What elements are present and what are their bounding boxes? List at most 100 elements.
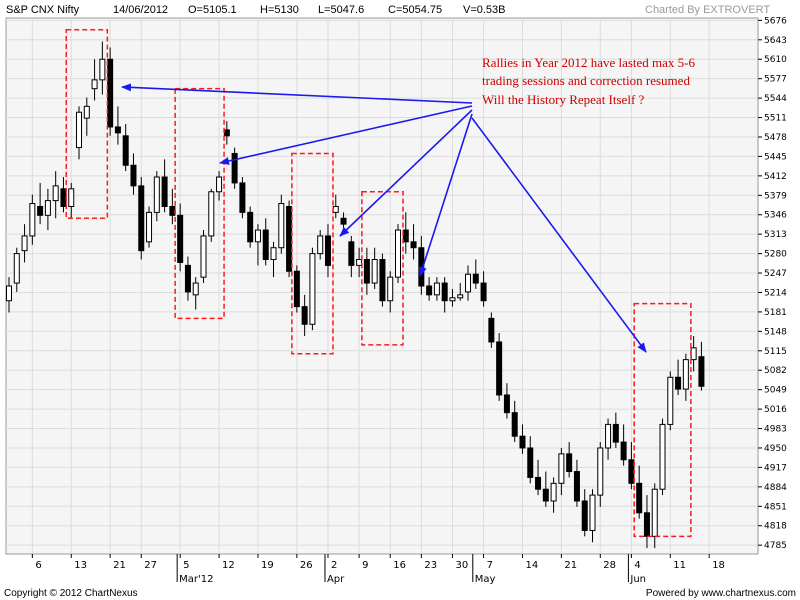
candle-body-down xyxy=(566,453,573,473)
candle-body-down xyxy=(402,229,409,243)
candle-body-down xyxy=(60,188,67,207)
candle-body-down xyxy=(184,264,191,293)
y-tick-label: 4785 xyxy=(764,541,787,551)
x-tick-label: 4 xyxy=(634,560,640,571)
candle-body-down xyxy=(581,500,588,531)
candle-body-down xyxy=(472,273,479,284)
charted-by-label: Charted By EXTROVERT xyxy=(645,4,770,16)
candle-body-down xyxy=(535,476,542,490)
candle-body-up xyxy=(91,79,98,90)
candle-body-down xyxy=(247,211,254,243)
candle-body-up xyxy=(254,229,261,243)
candle-body-down xyxy=(573,471,580,502)
y-tick-label: 5016 xyxy=(764,405,787,415)
candle-body-down xyxy=(348,241,355,266)
candle-body-up xyxy=(433,282,440,296)
y-tick-label: 5445 xyxy=(764,152,787,162)
x-tick-label: 21 xyxy=(564,560,577,571)
candle-body-up xyxy=(371,258,378,284)
y-axis: 5676 5643 5610 5577 5544 5511 5478 5445 5412 5379… xyxy=(758,16,787,551)
candle-body-down xyxy=(177,214,184,263)
candle-body-up xyxy=(317,235,324,255)
powered-by-text: Powered by www.chartnexus.com xyxy=(646,588,796,599)
candle-body-down xyxy=(138,185,145,252)
candle-body-down xyxy=(324,235,331,266)
candle-body-up xyxy=(605,423,612,449)
candle-body-up xyxy=(332,205,339,213)
candle-layer xyxy=(6,41,705,549)
annotation-line-1: Rallies in Year 2012 have lasted max 5-6 xyxy=(482,55,696,70)
candle-body-up xyxy=(465,273,472,293)
month-label: Mar'12 xyxy=(179,574,213,585)
candle-body-down xyxy=(239,182,246,213)
x-tick-label: 5 xyxy=(183,560,189,571)
y-tick-label: 5544 xyxy=(764,94,787,104)
candle-body-up xyxy=(216,176,223,193)
footer: Copyright © 2012 ChartNexus Powered by w… xyxy=(4,588,796,599)
candle-body-up xyxy=(99,58,106,81)
candle-body-up xyxy=(356,258,363,266)
candle-body-down xyxy=(37,205,44,216)
annotation-line-2: trading sessions and correction resumed xyxy=(482,73,690,88)
x-tick-label: 16 xyxy=(393,560,406,571)
arrow-to-early-apr-rally xyxy=(339,109,473,237)
candle-body-down xyxy=(612,423,619,443)
candle-body-up xyxy=(83,105,90,119)
open-value: O=5105.1 xyxy=(188,4,237,16)
candle-body-down xyxy=(379,258,386,302)
x-tick-label: 23 xyxy=(424,560,437,571)
candle-body-down xyxy=(161,176,168,207)
candle-body-up xyxy=(76,111,83,149)
x-tick-label: 6 xyxy=(35,560,41,571)
x-tick-label: 9 xyxy=(362,560,368,571)
y-tick-label: 4983 xyxy=(764,425,787,435)
rally-highlight-box xyxy=(174,87,225,320)
candle-body-down xyxy=(426,285,433,296)
y-tick-label: 5412 xyxy=(764,172,787,182)
y-tick-label: 5346 xyxy=(764,211,787,221)
y-tick-label: 5214 xyxy=(764,288,787,298)
candle-body-down xyxy=(231,152,238,184)
candle-body-up xyxy=(278,203,285,249)
y-tick-label: 5313 xyxy=(764,230,787,240)
y-tick-label: 4818 xyxy=(764,522,787,532)
date-label: 14/06/2012 xyxy=(113,4,168,16)
x-tick-label: 28 xyxy=(603,560,616,571)
y-tick-label: 5676 xyxy=(764,16,787,26)
candle-body-up xyxy=(146,211,153,243)
candle-body-down xyxy=(441,282,448,302)
candle-body-down xyxy=(643,512,650,537)
candle-body-up xyxy=(52,185,59,202)
y-tick-label: 5148 xyxy=(764,327,787,337)
x-tick-label: 13 xyxy=(74,560,87,571)
header-bar: S&P CNX Nifty 14/06/2012 O=5105.1 H=5130… xyxy=(6,4,770,16)
month-label: Jun xyxy=(629,574,646,585)
y-tick-label: 5280 xyxy=(764,250,787,260)
y-tick-label: 5643 xyxy=(764,36,787,46)
y-tick-label: 5610 xyxy=(764,55,787,65)
x-tick-label: 21 xyxy=(113,560,126,571)
x-tick-label: 26 xyxy=(300,560,313,571)
candle-body-up xyxy=(200,235,207,278)
arrow-to-mar-rally xyxy=(219,105,473,165)
x-tick-label: 11 xyxy=(673,560,686,571)
candle-body-down xyxy=(223,129,230,137)
rally-highlight-box xyxy=(361,191,404,346)
candle-body-up xyxy=(21,235,28,252)
x-tick-label: 18 xyxy=(712,560,725,571)
month-label: Apr xyxy=(327,574,345,585)
candle-body-down xyxy=(675,376,682,390)
symbol-title: S&P CNX Nifty xyxy=(6,4,80,16)
copyright-text: Copyright © 2012 ChartNexus xyxy=(4,588,138,599)
candle-body-up xyxy=(597,447,604,496)
annotation-line-3: Will the History Repeat Itself ? xyxy=(482,92,645,107)
candle-body-down xyxy=(527,447,534,478)
candle-body-up xyxy=(44,200,51,216)
arrow-to-mid-apr-rally xyxy=(418,113,473,277)
candle-body-down xyxy=(628,459,635,484)
candle-body-up xyxy=(192,282,199,296)
candle-body-up xyxy=(667,376,674,425)
y-tick-label: 5379 xyxy=(764,191,787,201)
candle-body-up xyxy=(651,488,658,537)
